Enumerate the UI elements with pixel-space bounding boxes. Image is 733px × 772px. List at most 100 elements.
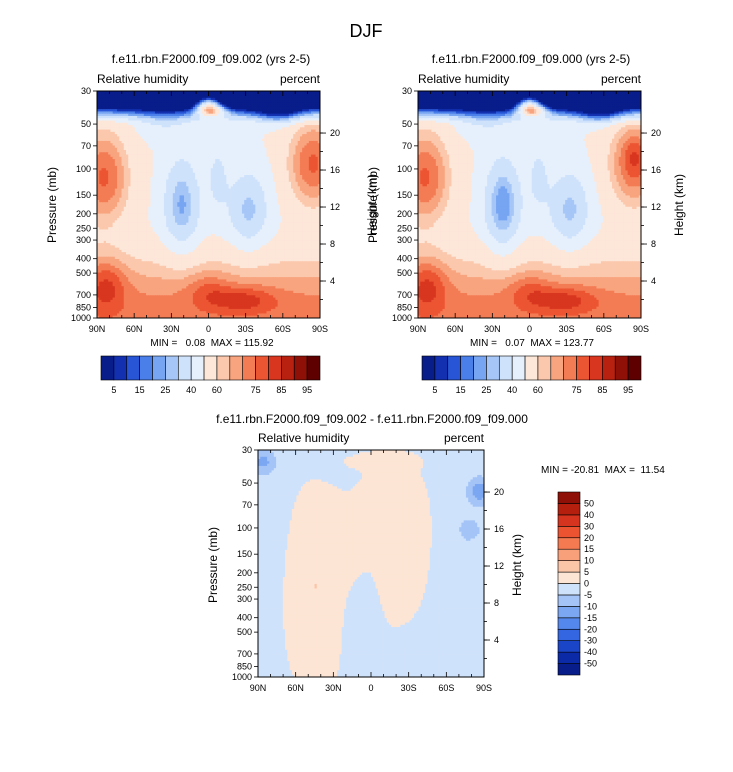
- y-tick-label: 300: [76, 235, 91, 245]
- y-tick-label: 100: [397, 164, 412, 174]
- right-label: percent: [601, 72, 642, 86]
- colorbar-label: -15: [584, 613, 597, 623]
- colorbar-label: 95: [623, 385, 633, 395]
- x-tick-label: 30N: [484, 324, 501, 334]
- y-tick-label: 300: [237, 594, 252, 604]
- x-tick-label: 60N: [447, 324, 464, 334]
- y-tick-label: 150: [237, 549, 252, 559]
- colorbar-label: 15: [456, 385, 466, 395]
- colorbar-label: -40: [584, 647, 597, 657]
- colorbar-label: 85: [597, 385, 607, 395]
- colorbar-box: [557, 663, 581, 676]
- panel-title: f.e11.rbn.F2000.f09_f09.002 - f.e11.rbn.…: [216, 412, 528, 426]
- colorbar-box: [557, 594, 581, 607]
- y-right-tick-label: 8: [651, 239, 656, 249]
- left-label: Relative humidity: [97, 72, 188, 86]
- colorbar-label: 15: [135, 385, 145, 395]
- y-tick-label: 500: [76, 268, 91, 278]
- panel-title: f.e11.rbn.F2000.f09_f09.000 (yrs 2-5): [432, 52, 631, 66]
- x-tick-label: 90N: [410, 324, 427, 334]
- y-axis-label: Pressure (mb): [45, 167, 59, 243]
- colorbar-box: [216, 355, 231, 381]
- colorbar-box: [165, 355, 179, 381]
- y-tick-label: 850: [237, 661, 252, 671]
- colorbar-box: [557, 526, 581, 539]
- colorbar-box: [421, 355, 436, 381]
- colorbar-label: 75: [572, 385, 582, 395]
- right-label: percent: [444, 431, 485, 445]
- y-tick-label: 100: [237, 523, 252, 533]
- colorbar-box: [447, 355, 461, 381]
- colorbar-label: 75: [251, 385, 261, 395]
- colorbar-label: 5: [584, 567, 589, 577]
- colorbar-box: [557, 617, 581, 630]
- y-tick-label: 50: [81, 119, 91, 129]
- y-axis-label: Pressure (mb): [366, 167, 380, 243]
- y-tick-label: 30: [242, 445, 252, 455]
- colorbar-box: [614, 355, 629, 381]
- colorbar-box: [576, 355, 590, 381]
- colorbar-box: [589, 355, 603, 381]
- colorbar-box: [537, 355, 552, 381]
- x-tick-label: 90S: [312, 324, 328, 334]
- y-tick-label: 250: [76, 223, 91, 233]
- colorbar-label: -30: [584, 636, 597, 646]
- colorbar-box: [293, 355, 308, 381]
- y-tick-label: 1000: [71, 313, 91, 323]
- colorbar-box: [557, 537, 581, 550]
- colorbar-label: 60: [212, 385, 222, 395]
- x-tick-label: 0: [206, 324, 211, 334]
- colorbar-label: 40: [507, 385, 517, 395]
- colorbar-box: [126, 355, 140, 381]
- y-right-tick-label: 4: [330, 276, 335, 286]
- colorbar-label: 60: [533, 385, 543, 395]
- colorbar-box: [557, 651, 581, 664]
- y-tick-label: 1000: [392, 313, 412, 323]
- y-right-axis-label: Height (km): [672, 174, 686, 236]
- y-tick-label: 50: [402, 119, 412, 129]
- y-tick-label: 30: [81, 86, 91, 96]
- colorbar-box: [177, 355, 192, 381]
- y-right-tick-label: 20: [494, 487, 504, 497]
- y-tick-label: 400: [397, 254, 412, 264]
- x-tick-label: 60S: [438, 683, 454, 693]
- contour-field: [418, 91, 641, 318]
- colorbar-box: [152, 355, 166, 381]
- y-tick-label: 70: [402, 141, 412, 151]
- y-right-tick-label: 8: [494, 598, 499, 608]
- x-tick-label: 60N: [287, 683, 304, 693]
- y-right-tick-label: 8: [330, 239, 335, 249]
- y-right-axis-label: Height (km): [365, 174, 379, 236]
- colorbar-box: [255, 355, 269, 381]
- y-tick-label: 100: [76, 164, 91, 174]
- y-tick-label: 50: [242, 478, 252, 488]
- y-tick-label: 850: [397, 302, 412, 312]
- x-tick-label: 30S: [238, 324, 254, 334]
- colorbar-box: [498, 355, 513, 381]
- colorbar-label: 40: [186, 385, 196, 395]
- y-right-tick-label: 12: [494, 561, 504, 571]
- colorbar-box: [242, 355, 256, 381]
- x-tick-label: 90N: [89, 324, 106, 334]
- y-right-tick-label: 16: [651, 165, 661, 175]
- y-tick-label: 150: [76, 190, 91, 200]
- y-tick-label: 150: [397, 190, 412, 200]
- colorbar-label: 5: [111, 385, 116, 395]
- x-tick-label: 90S: [476, 683, 492, 693]
- y-right-tick-label: 4: [494, 635, 499, 645]
- colorbar-label: 10: [584, 556, 594, 566]
- y-tick-label: 850: [76, 302, 91, 312]
- y-tick-label: 70: [242, 500, 252, 510]
- colorbar-label: 95: [302, 385, 312, 395]
- colorbar-box: [524, 355, 539, 381]
- x-tick-label: 0: [527, 324, 532, 334]
- y-tick-label: 700: [397, 290, 412, 300]
- colorbar-box: [473, 355, 487, 381]
- colorbar-box: [557, 640, 581, 653]
- y-tick-label: 1000: [232, 672, 252, 682]
- colorbar-box: [100, 355, 115, 381]
- x-tick-label: 30S: [401, 683, 417, 693]
- right-label: percent: [280, 72, 321, 86]
- figure-title: DJF: [350, 21, 383, 41]
